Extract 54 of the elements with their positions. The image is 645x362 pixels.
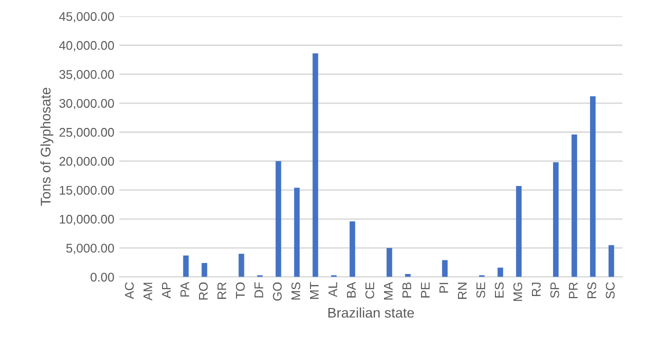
x-tick-label: SC (606, 282, 615, 299)
bar (202, 263, 208, 277)
y-tick-label: 5,000.00 (66, 244, 114, 254)
x-tick-label: SE (476, 282, 486, 298)
y-tick-label: 40,000.00 (59, 41, 114, 52)
x-tick-label: BA (347, 282, 356, 298)
y-axis-title: Tons of Glyphosate (40, 88, 54, 206)
x-tick-label: PA (180, 282, 190, 297)
x-tick-label: RO (198, 282, 208, 300)
y-tick-label: 0.00 (90, 272, 114, 282)
bar (238, 254, 244, 277)
x-tick-label: RR (218, 282, 226, 299)
bar (516, 186, 522, 277)
x-tick-label: PR (568, 282, 578, 298)
x-tick-label: GO (272, 282, 282, 301)
bar (276, 161, 282, 277)
bar (572, 134, 578, 277)
y-tick-label: 45,000.00 (59, 12, 114, 22)
bar (183, 256, 189, 277)
x-tick-label: RS (587, 282, 596, 298)
y-tick-label: 25,000.00 (59, 128, 114, 138)
x-tick-label: DF (254, 282, 264, 298)
x-tick-label: PB (402, 282, 412, 298)
bar (386, 248, 392, 277)
x-tick-label: CE (365, 282, 374, 299)
bar (442, 260, 448, 277)
x-tick-label: MG (513, 282, 522, 301)
x-tick-label: AL (328, 282, 338, 298)
x-tick-label: TO (236, 282, 245, 299)
x-tick-label: PI (439, 282, 448, 293)
x-tick-label: AM (144, 282, 152, 301)
x-tick-label: AC (124, 282, 134, 300)
x-tick-label: SP (550, 282, 560, 298)
x-tick-label: MA (384, 282, 393, 300)
bar (608, 245, 614, 277)
x-tick-label: ES (494, 282, 504, 298)
bar (350, 221, 356, 277)
y-tick-label: 30,000.00 (59, 98, 114, 110)
bar (553, 162, 559, 277)
x-tick-label: PE (420, 282, 430, 298)
y-tick-label: 10,000.00 (60, 214, 114, 226)
x-tick-label: AP (162, 282, 171, 298)
bar (498, 268, 504, 277)
x-tick-label: MS (291, 282, 300, 300)
x-tick-label: RN (458, 282, 467, 299)
y-tick-label: 20,000.00 (59, 156, 114, 168)
y-tick-label: 15,000.00 (60, 186, 114, 196)
bar (590, 96, 596, 277)
y-tick-label: 35,000.00 (59, 70, 114, 80)
x-tick-label: RJ (532, 282, 541, 296)
x-axis-title: Brazilian state (328, 307, 414, 318)
bar (294, 188, 300, 277)
x-tick-label: MT (310, 282, 319, 299)
bar (312, 53, 318, 277)
